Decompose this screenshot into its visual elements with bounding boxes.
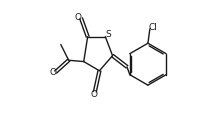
Text: Cl: Cl bbox=[148, 23, 157, 32]
Text: S: S bbox=[106, 30, 112, 39]
Text: O: O bbox=[49, 68, 56, 77]
Text: O: O bbox=[90, 90, 97, 99]
Text: O: O bbox=[75, 13, 82, 21]
